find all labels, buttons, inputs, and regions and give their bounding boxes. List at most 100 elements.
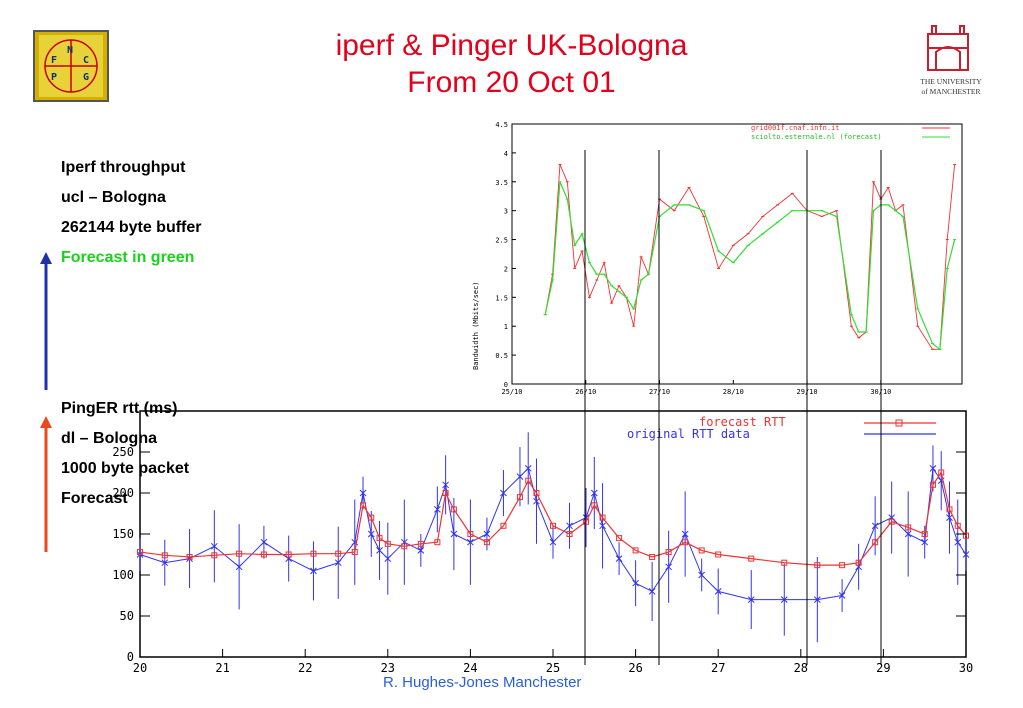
rtt-ytick-label: 100 bbox=[112, 568, 134, 582]
rtt-xtick-label: 28 bbox=[794, 661, 808, 675]
note-iperf-throughput: Iperf throughput bbox=[61, 159, 186, 176]
rtt-original-point bbox=[467, 538, 474, 546]
rtt-forecast-point bbox=[921, 531, 928, 537]
rtt-original-point bbox=[747, 596, 755, 603]
rtt-original-point bbox=[813, 596, 821, 603]
rtt-original-point bbox=[417, 547, 425, 554]
logo-university-line1: THE UNIVERSITY bbox=[920, 77, 982, 86]
rtt-original-point bbox=[681, 530, 689, 538]
rtt-original-point bbox=[871, 522, 879, 530]
logo-letter-f: F bbox=[51, 55, 57, 66]
rtt-original-point bbox=[434, 506, 441, 513]
rtt-original-point bbox=[929, 465, 937, 472]
bw-ytick-label: 3 bbox=[504, 208, 508, 216]
rtt-forecast-point bbox=[368, 514, 375, 521]
slide-title-line2: From 20 Oct 01 bbox=[407, 66, 616, 99]
rtt-forecast-point bbox=[963, 532, 969, 539]
slide-title-line1: iperf & Pinger UK-Bologna bbox=[335, 29, 688, 62]
rtt-forecast-point bbox=[872, 539, 879, 546]
rtt-xtick-label: 20 bbox=[133, 661, 147, 675]
rtt-forecast-point bbox=[748, 555, 755, 562]
rtt-forecast-point bbox=[137, 549, 143, 556]
rtt-original-point bbox=[384, 555, 392, 562]
rtt-original-point bbox=[962, 551, 970, 558]
rtt-ytick-label: 150 bbox=[112, 527, 134, 541]
note-buffer: 262144 byte buffer bbox=[61, 219, 202, 236]
rtt-forecast-point bbox=[260, 551, 267, 558]
rtt-forecast-point bbox=[401, 543, 408, 550]
logo-university-line2: of MANCHESTER bbox=[922, 87, 981, 96]
rtt-original-point bbox=[376, 547, 383, 554]
rtt-forecast-point bbox=[161, 552, 168, 559]
rtt-forecast-point bbox=[905, 524, 912, 531]
rtt-forecast-point bbox=[500, 522, 507, 529]
note-dl-bologna: dl – Bologna bbox=[61, 430, 157, 447]
rtt-chart: 0 50 100 150 200 250 20 21 22 23 24 25 26 27 28 29 30 fo… bbox=[112, 410, 973, 675]
manchester-logo: THE UNIVERSITY of MANCHESTER bbox=[920, 25, 982, 96]
bw-xtick-label: 28/10 bbox=[723, 388, 744, 396]
rtt-legend-original: original RTT data bbox=[627, 427, 750, 441]
rtt-original-point bbox=[780, 596, 788, 603]
bw-ylabel: Bandwidth (Mbits/sec) bbox=[472, 281, 480, 370]
logo-letter-p: P bbox=[51, 72, 57, 83]
bw-ytick-label: 2 bbox=[504, 265, 508, 273]
bw-ytick-label: 1.5 bbox=[495, 294, 508, 302]
rtt-xtick-label: 21 bbox=[215, 661, 229, 675]
bw-xtick-label: 26/10 bbox=[575, 388, 596, 396]
red-arrow-head bbox=[40, 416, 52, 428]
rtt-forecast-point bbox=[591, 502, 598, 509]
rtt-original-point bbox=[566, 522, 573, 530]
rtt-forecast-point bbox=[946, 506, 953, 513]
bw-series-line-1 bbox=[544, 164, 956, 350]
rtt-original-point bbox=[954, 538, 962, 546]
rtt-forecast-point bbox=[417, 540, 424, 547]
rtt-original-point bbox=[450, 530, 458, 538]
rtt-original-point bbox=[549, 538, 557, 546]
rtt-original-point bbox=[359, 489, 367, 497]
rtt-original-point bbox=[615, 555, 623, 562]
note-forecast: Forecast bbox=[61, 490, 128, 507]
rtt-forecast-point bbox=[360, 502, 367, 509]
rtt-original-point bbox=[665, 563, 672, 571]
rtt-xtick-label: 23 bbox=[381, 661, 395, 675]
rtt-forecast-point bbox=[351, 549, 358, 556]
note-packet: 1000 byte packet bbox=[61, 460, 190, 477]
bw-ytick-label: 0 bbox=[504, 381, 508, 389]
rtt-forecast-line bbox=[139, 471, 967, 566]
rtt-forecast-point bbox=[285, 551, 292, 558]
rtt-forecast-point bbox=[376, 535, 383, 542]
rtt-original-point bbox=[442, 481, 449, 489]
rtt-forecast-point bbox=[616, 535, 623, 542]
rtt-forecast-point bbox=[599, 514, 606, 521]
rtt-forecast-point bbox=[954, 522, 961, 529]
rtt-original-point bbox=[500, 489, 507, 497]
rtt-original-point bbox=[904, 530, 912, 538]
rtt-forecast-point bbox=[929, 481, 936, 488]
rtt-original-point bbox=[533, 497, 540, 505]
rtt-forecast-point bbox=[236, 550, 243, 557]
rtt-forecast-point bbox=[310, 550, 317, 557]
rtt-original-point bbox=[516, 473, 524, 480]
rtt-original-point bbox=[524, 465, 532, 472]
bw-legend-series-2: sciolto.esternale.nl (forecast) bbox=[751, 133, 882, 141]
rtt-forecast-point bbox=[483, 539, 490, 546]
note-pinger-rtt: PingER rtt (ms) bbox=[61, 400, 178, 417]
rtt-forecast-point bbox=[211, 552, 218, 559]
logo-letter-g: G bbox=[83, 72, 89, 83]
bw-ytick-label: 3.5 bbox=[495, 179, 508, 187]
rtt-original-point bbox=[838, 592, 846, 599]
rtt-original-point bbox=[161, 559, 169, 567]
rtt-forecast-point bbox=[715, 551, 722, 558]
rtt-xtick-label: 26 bbox=[628, 661, 642, 675]
note-ucl-bologna: ucl – Bologna bbox=[61, 189, 166, 206]
rtt-xtick-label: 30 bbox=[959, 661, 973, 675]
rtt-original-point bbox=[714, 588, 722, 595]
bw-ytick-label: 4.5 bbox=[495, 121, 508, 129]
rtt-original-point bbox=[632, 579, 639, 587]
rtt-forecast-point bbox=[516, 494, 523, 501]
footer-author: R. Hughes-Jones Manchester bbox=[383, 674, 582, 691]
rtt-forecast-point bbox=[566, 531, 573, 537]
rtt-original-point bbox=[210, 542, 218, 550]
rtt-forecast-point bbox=[442, 490, 449, 496]
rtt-ytick-label: 50 bbox=[120, 609, 134, 623]
